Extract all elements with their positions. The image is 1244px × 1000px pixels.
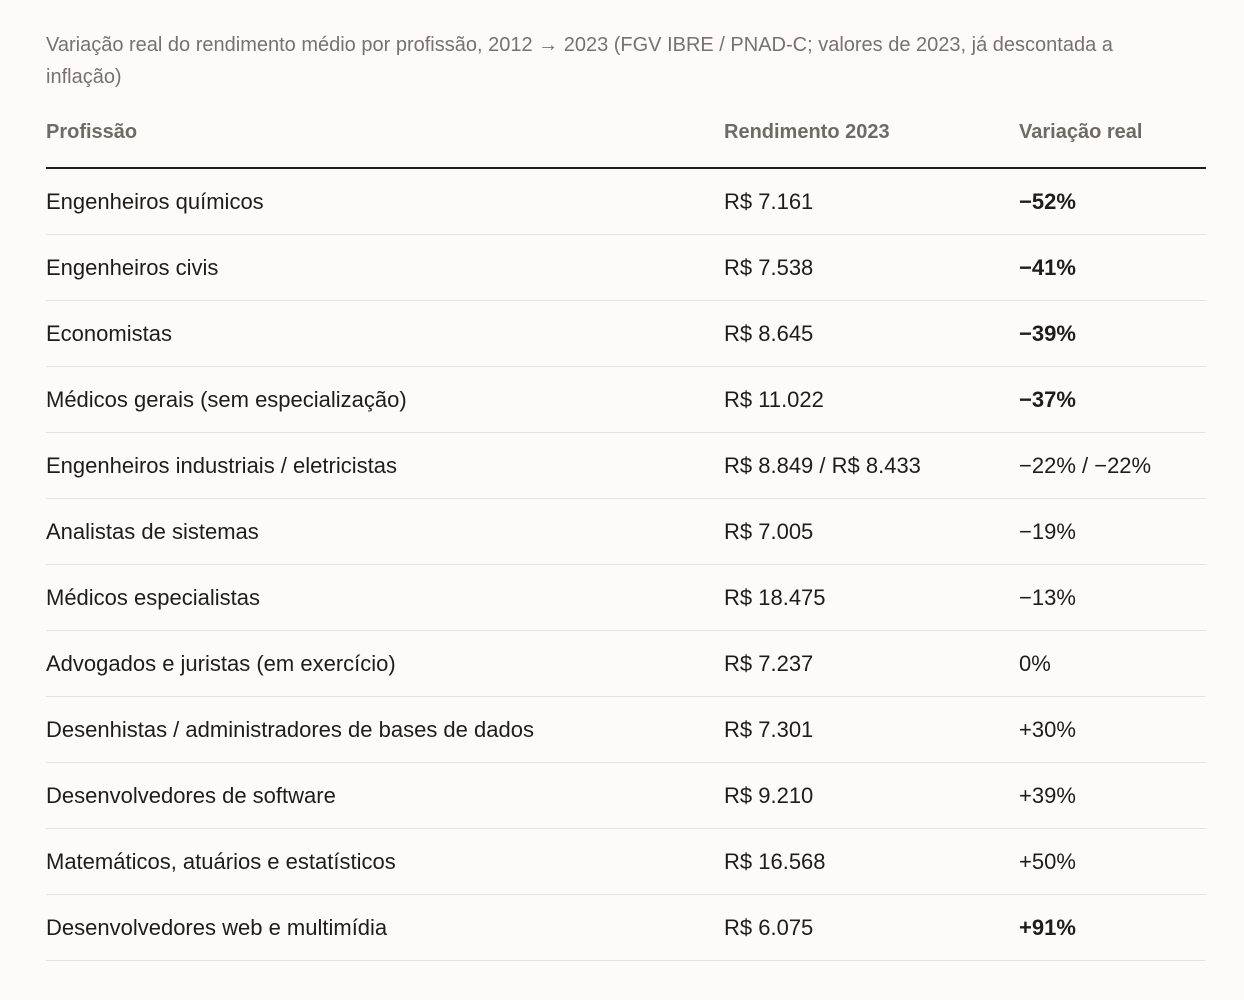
table-caption: Variação real do rendimento médio por pr… — [46, 34, 1113, 88]
cell-income: R$ 16.568 — [724, 828, 1019, 895]
income-table: Profissão Rendimento 2023 Variação real … — [46, 121, 1206, 961]
cell-income: R$ 7.161 — [724, 168, 1019, 235]
cell-income: R$ 9.210 — [724, 762, 1019, 829]
cell-change: +39% — [1019, 762, 1206, 829]
content: Variação real do rendimento médio por pr… — [46, 0, 1206, 961]
table-row: Advogados e juristas (em exercício) R$ 7… — [46, 630, 1206, 697]
cell-profession: Economistas — [46, 300, 724, 367]
cell-change: −52% — [1019, 168, 1206, 235]
table-body: Engenheiros químicos R$ 7.161 −52% Engen… — [46, 168, 1206, 961]
cell-income: R$ 6.075 — [724, 894, 1019, 961]
table-row: Desenvolvedores de software R$ 9.210 +39… — [46, 762, 1206, 829]
table-row: Engenheiros químicos R$ 7.161 −52% — [46, 168, 1206, 235]
cell-profession: Médicos gerais (sem especialização) — [46, 366, 724, 433]
cell-change: −41% — [1019, 234, 1206, 301]
header-income: Rendimento 2023 — [724, 121, 1019, 169]
table-header-row: Profissão Rendimento 2023 Variação real — [46, 121, 1206, 169]
cell-profession: Advogados e juristas (em exercício) — [46, 630, 724, 697]
table-row: Economistas R$ 8.645 −39% — [46, 300, 1206, 367]
header-profession: Profissão — [46, 121, 724, 169]
table-row: Médicos especialistas R$ 18.475 −13% — [46, 564, 1206, 631]
table-row: Analistas de sistemas R$ 7.005 −19% — [46, 498, 1206, 565]
cell-change: −22% / −22% — [1019, 432, 1206, 499]
table-row: Engenheiros civis R$ 7.538 −41% — [46, 234, 1206, 301]
table-row: Engenheiros industriais / eletricistas R… — [46, 432, 1206, 499]
cell-profession: Analistas de sistemas — [46, 498, 724, 565]
cell-profession: Desenvolvedores web e multimídia — [46, 894, 724, 961]
cell-profession: Médicos especialistas — [46, 564, 724, 631]
cell-profession: Engenheiros industriais / eletricistas — [46, 432, 724, 499]
cell-income: R$ 7.301 — [724, 696, 1019, 763]
table-row: Médicos gerais (sem especialização) R$ 1… — [46, 366, 1206, 433]
cell-change: −19% — [1019, 498, 1206, 565]
cell-profession: Desenhistas / administradores de bases d… — [46, 696, 724, 763]
cell-change: −13% — [1019, 564, 1206, 631]
cell-profession: Desenvolvedores de software — [46, 762, 724, 829]
cell-change: −37% — [1019, 366, 1206, 433]
cell-change: +91% — [1019, 894, 1206, 961]
cell-income: R$ 7.538 — [724, 234, 1019, 301]
cell-change: +50% — [1019, 828, 1206, 895]
cell-change: −39% — [1019, 300, 1206, 367]
cell-change: +30% — [1019, 696, 1206, 763]
cell-income: R$ 18.475 — [724, 564, 1019, 631]
cell-income: R$ 7.005 — [724, 498, 1019, 565]
cell-income: R$ 8.849 / R$ 8.433 — [724, 432, 1019, 499]
header-change: Variação real — [1019, 121, 1206, 169]
cell-profession: Engenheiros químicos — [46, 168, 724, 235]
cell-income: R$ 11.022 — [724, 366, 1019, 433]
table-row: Matemáticos, atuários e estatísticos R$ … — [46, 828, 1206, 895]
cell-change: 0% — [1019, 630, 1206, 697]
cell-profession: Matemáticos, atuários e estatísticos — [46, 828, 724, 895]
table-row: Desenhistas / administradores de bases d… — [46, 696, 1206, 763]
cell-income: R$ 7.237 — [724, 630, 1019, 697]
cell-profession: Engenheiros civis — [46, 234, 724, 301]
table-row: Desenvolvedores web e multimídia R$ 6.07… — [46, 894, 1206, 961]
cell-income: R$ 8.645 — [724, 300, 1019, 367]
